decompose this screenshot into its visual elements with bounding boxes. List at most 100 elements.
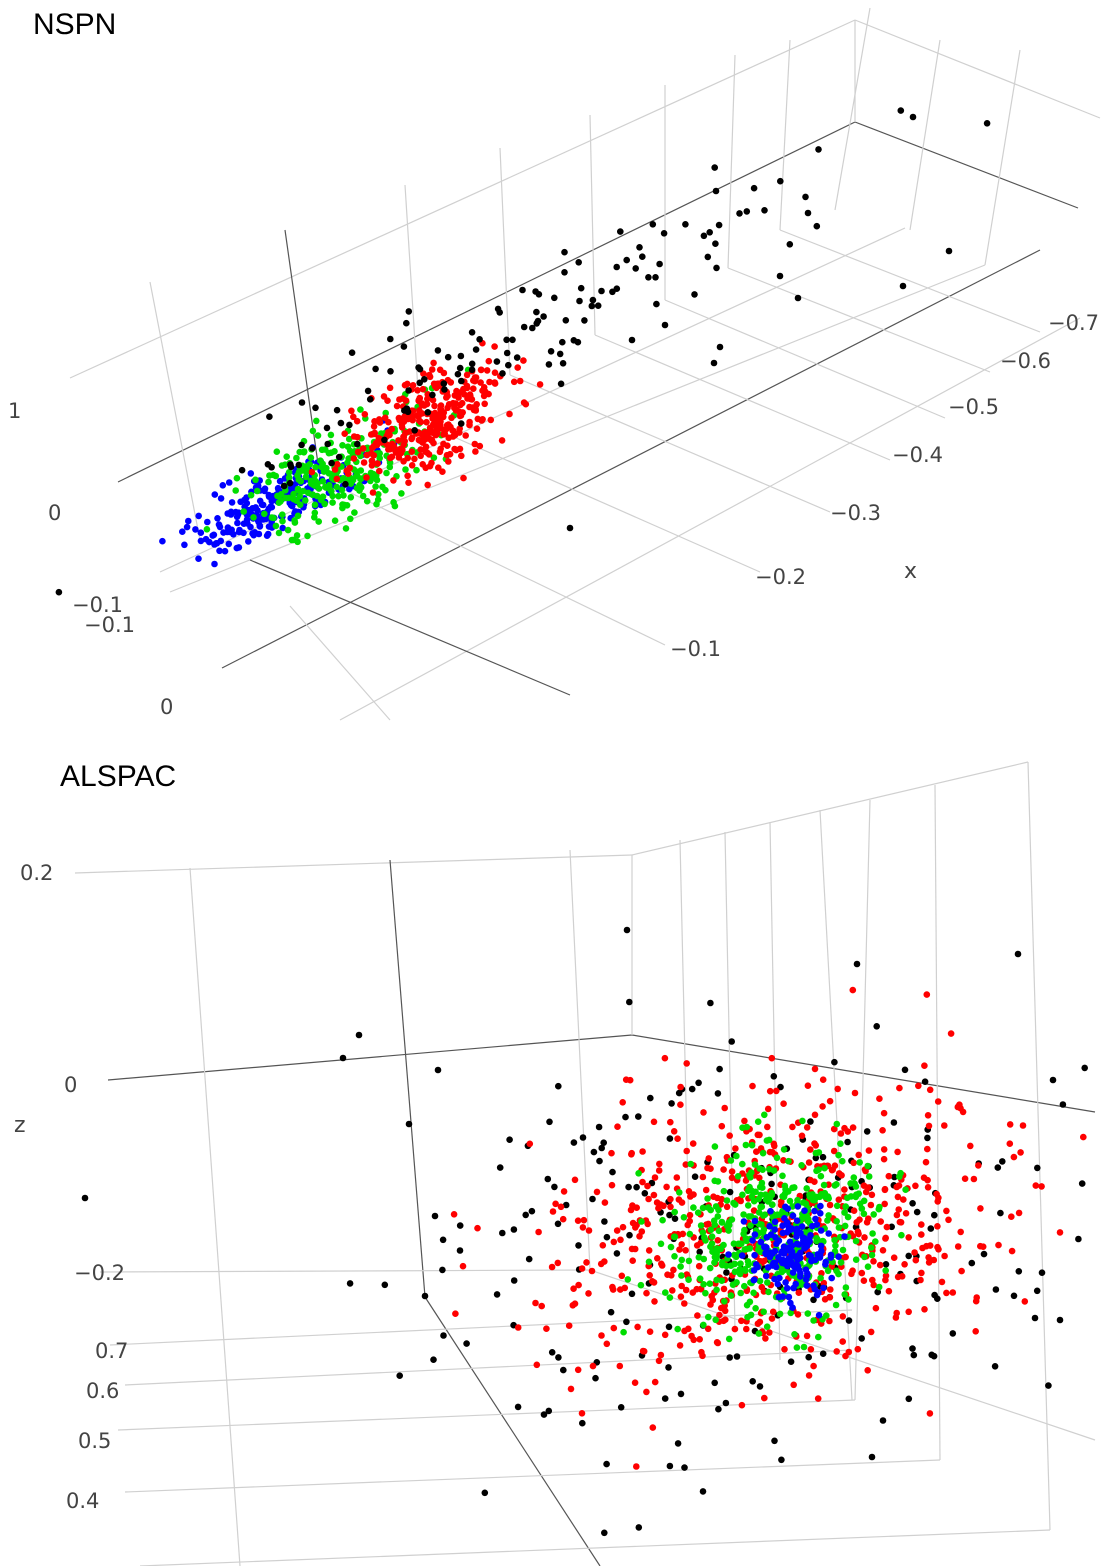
- alspac-data-point: [381, 1281, 389, 1289]
- alspac-data-point: [761, 1111, 768, 1119]
- nspn-data-point: [279, 511, 286, 518]
- alspac-data-point: [745, 1213, 753, 1220]
- alspac-data-point: [662, 1289, 669, 1296]
- alspac-data-point: [852, 1237, 860, 1245]
- alspac-data-point: [825, 1230, 832, 1237]
- alspac-data-point: [943, 1289, 950, 1297]
- alspac-data-point: [868, 1453, 876, 1461]
- nspn-data-point: [261, 485, 269, 493]
- alspac-data-point: [751, 1276, 758, 1284]
- alspac-data-point: [619, 1223, 627, 1231]
- alspac-data-point: [545, 1407, 553, 1415]
- alspac-data-point: [339, 1054, 347, 1062]
- alspac-data-point: [883, 1223, 891, 1231]
- alspac-data-point: [798, 1215, 806, 1222]
- alspac-data-point: [803, 1332, 811, 1340]
- nspn-data-point: [649, 221, 657, 228]
- alspac-3d-scatter[interactable]: 0.2 0 −0.2 z 0.7 0.6 0.5 0.4: [0, 740, 1113, 1566]
- nspn-data-point: [333, 406, 341, 414]
- alspac-data-point: [789, 1123, 796, 1131]
- nspn-data-point: [472, 448, 479, 455]
- alspac-data-point: [830, 1125, 838, 1133]
- alspac-data-point: [700, 1255, 708, 1263]
- nspn-data-point: [245, 538, 252, 545]
- alspac-data-point: [1008, 1247, 1016, 1255]
- alspac-data-point: [714, 1178, 722, 1185]
- alspac-data-point: [695, 1254, 703, 1261]
- alspac-data-point: [728, 1174, 736, 1182]
- alspac-data-point: [839, 1246, 847, 1254]
- alspac-data-point: [826, 1097, 834, 1105]
- alspac-data-point: [771, 1247, 779, 1255]
- alspac-data-point: [772, 1263, 780, 1271]
- alspac-data-point: [665, 1364, 672, 1371]
- nspn-data-point: [423, 418, 430, 426]
- alspac-data-point: [872, 1238, 879, 1245]
- nspn-data-point: [713, 264, 720, 272]
- nspn-data-point: [411, 455, 418, 463]
- nspn-data-point: [329, 492, 336, 500]
- nspn-data-point: [181, 541, 188, 549]
- alspac-data-point: [728, 1038, 735, 1045]
- nspn-data-point: [404, 472, 411, 480]
- nspn-data-point: [247, 491, 255, 499]
- alspac-data-point: [797, 1270, 804, 1277]
- alspac-data-point: [926, 1410, 934, 1417]
- nspn-data-point: [405, 308, 413, 315]
- nspn-data-point: [364, 387, 372, 395]
- alspac-data-point: [961, 1175, 969, 1182]
- alspac-data-point: [882, 1234, 889, 1242]
- alspac-data-point: [787, 1299, 794, 1307]
- nspn-data-point: [802, 193, 809, 201]
- nspn-data-point: [203, 526, 211, 533]
- nspn-data-point: [249, 530, 256, 537]
- alspac-data-point: [869, 1230, 876, 1237]
- nspn-data-point: [396, 396, 403, 403]
- alspac-data-point: [405, 1120, 413, 1128]
- alspac-data-point: [723, 1203, 731, 1211]
- alspac-data-point: [557, 1203, 565, 1211]
- alspac-data-point: [815, 1149, 823, 1156]
- alspac-data-point: [643, 1289, 650, 1297]
- nspn-data-point: [293, 454, 300, 462]
- alspac-data-point: [655, 1204, 662, 1212]
- alspac-data-point: [525, 1255, 533, 1263]
- alspac-data-point: [863, 1128, 871, 1135]
- nspn-data-point: [391, 502, 399, 510]
- alspac-data-point: [739, 1124, 746, 1131]
- nspn-data-point: [408, 435, 415, 443]
- nspn-data-point: [983, 120, 991, 127]
- alspac-data-point: [935, 1194, 942, 1202]
- alspac-data-point: [863, 1219, 871, 1226]
- nspn-3d-scatter[interactable]: −0.7 −0.6 −0.5 −0.4 −0.3 −0.2 −0.1 x 1 0…: [0, 0, 1113, 725]
- alspac-data-point: [780, 1100, 787, 1107]
- nspn-data-point: [347, 515, 354, 523]
- alspac-data-point: [567, 1385, 575, 1393]
- alspac-data-point: [554, 1259, 562, 1267]
- nspn-data-point: [430, 359, 437, 367]
- nspn-data-point: [661, 321, 669, 329]
- alspac-data-point: [807, 1232, 814, 1239]
- alspac-data-point: [824, 1217, 831, 1224]
- nspn-data-point: [374, 460, 381, 467]
- alspac-data-point: [766, 1087, 774, 1095]
- alspac-data-point: [802, 1276, 810, 1283]
- nspn-data-point: [815, 146, 822, 153]
- nspn-data-point: [520, 323, 528, 331]
- alspac-data-point: [755, 1246, 762, 1253]
- alspac-data-point: [766, 1148, 774, 1156]
- alspac-data-point: [894, 1193, 902, 1201]
- z-tick-label: −0.2: [74, 1261, 125, 1285]
- alspac-data-point: [660, 1202, 667, 1210]
- y-tick-label: 0.7: [95, 1339, 128, 1363]
- alspac-data-point: [758, 1221, 765, 1228]
- alspac-data-point: [841, 1124, 848, 1132]
- alspac-data-point: [456, 1222, 464, 1229]
- nspn-data-point: [408, 462, 416, 469]
- alspac-data-point: [610, 1238, 618, 1246]
- alspac-data-point: [854, 1345, 862, 1353]
- alspac-data-point: [992, 1286, 1000, 1293]
- alspac-data-point: [894, 1148, 901, 1156]
- alspac-data-point: [926, 1086, 934, 1094]
- alspac-data-point: [635, 1113, 642, 1120]
